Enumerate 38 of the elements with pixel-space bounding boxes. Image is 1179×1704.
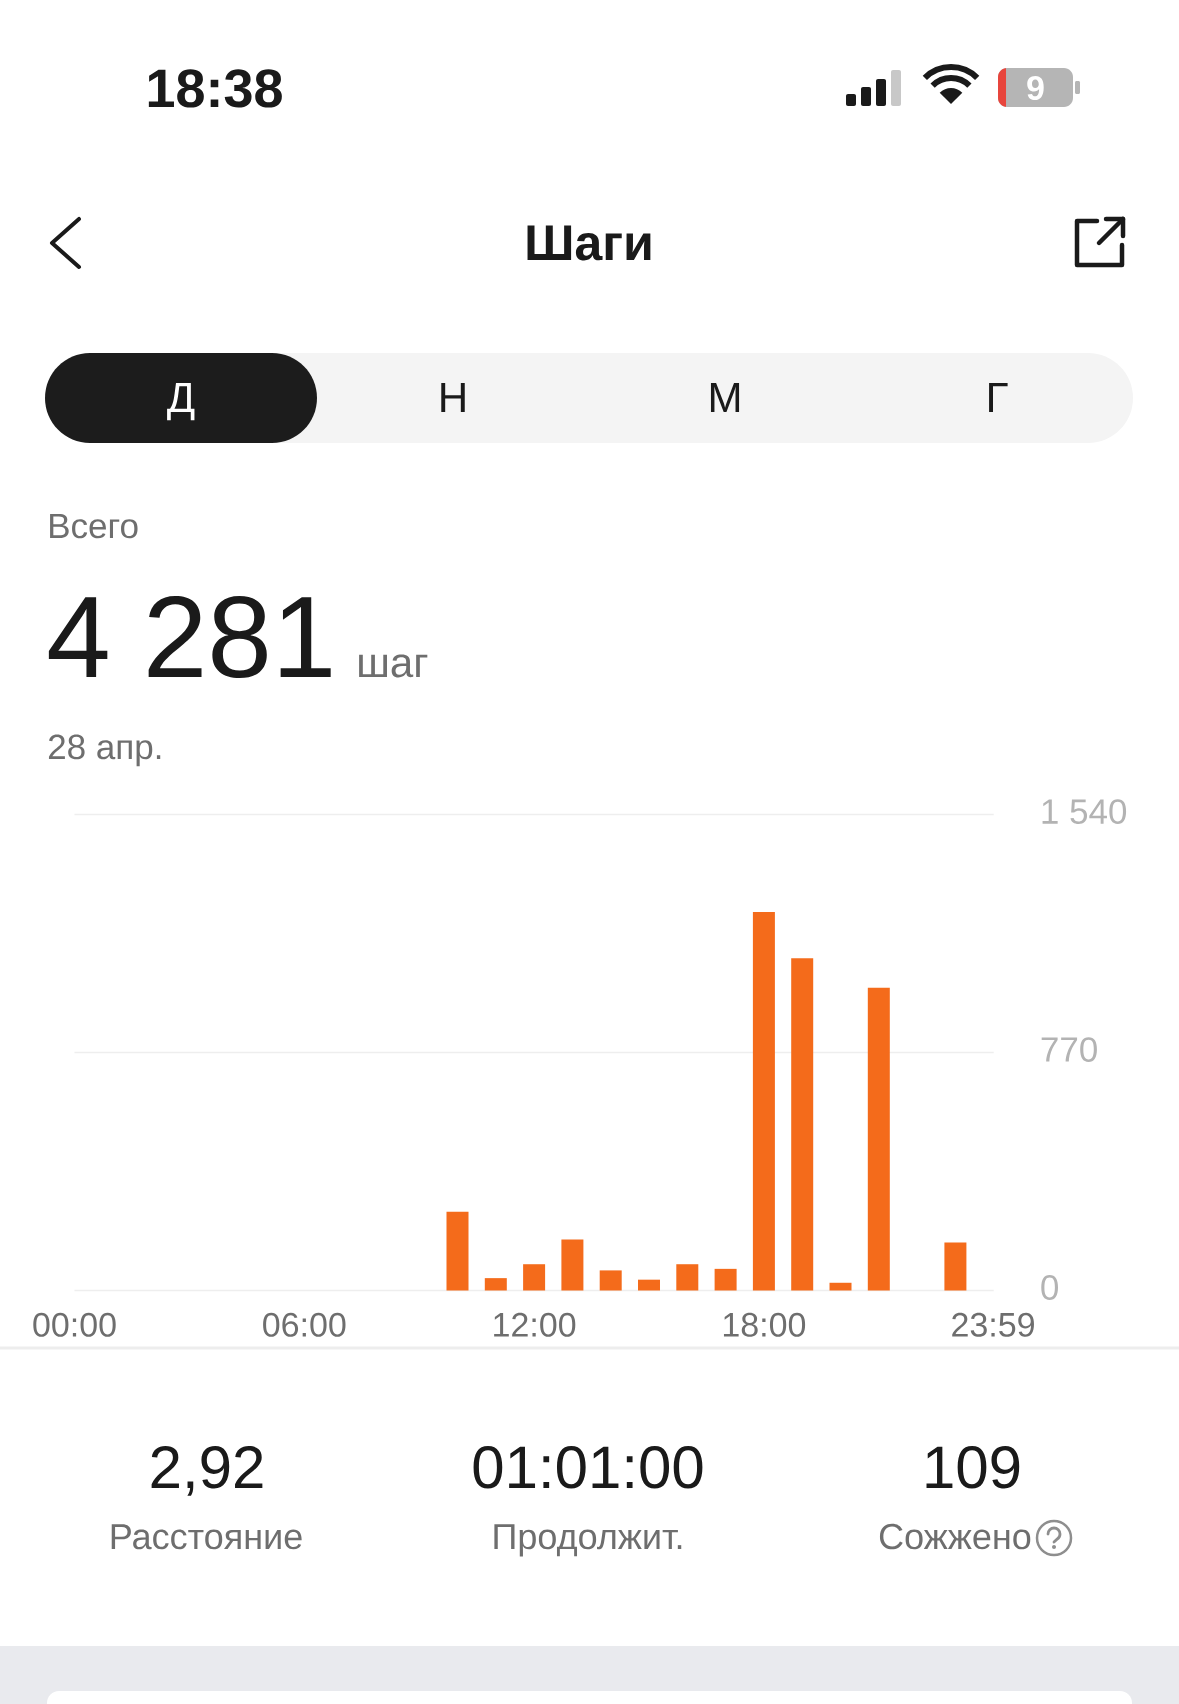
x-tick-label: 06:00 <box>263 1312 346 1337</box>
bar <box>944 1242 967 1291</box>
bar <box>638 1279 661 1291</box>
text: Продолжит. <box>494 1524 682 1557</box>
text: шаг <box>359 654 428 678</box>
bar <box>829 1282 852 1291</box>
text: Всего <box>50 513 138 539</box>
bar <box>714 1268 737 1291</box>
bar <box>523 1264 546 1291</box>
chart-title: Шаги <box>527 225 651 261</box>
bar <box>867 987 890 1291</box>
text: Расстояние <box>111 1524 302 1550</box>
x-tick-label: 00:00 <box>33 1312 116 1337</box>
bar <box>752 911 775 1291</box>
text: 18:38 <box>148 69 282 108</box>
text: 4 281 <box>48 596 331 679</box>
text: М <box>710 383 740 412</box>
x-tick-label: 18:00 <box>723 1312 806 1337</box>
y-tick-label: 770 <box>1041 1037 1097 1062</box>
text: 2,92 <box>151 1446 263 1496</box>
text: 28 апр. <box>48 734 161 767</box>
x-tick-label: 23:59 <box>952 1312 1034 1337</box>
bar <box>446 1211 469 1291</box>
text: Н <box>441 383 465 412</box>
bar <box>561 1239 584 1291</box>
bar <box>599 1270 622 1291</box>
text: Сожжено <box>879 1523 1031 1550</box>
x-tick-label: 12:00 <box>494 1312 576 1337</box>
y-tick-label: 0 <box>1041 1275 1058 1300</box>
bar <box>791 958 814 1291</box>
text: 109 <box>926 1446 1020 1489</box>
bar <box>676 1264 699 1291</box>
text: 01:01:00 <box>473 1446 703 1489</box>
y-tick-label: 1 540 <box>1042 799 1127 824</box>
text: Г <box>989 383 1008 412</box>
bar <box>484 1278 507 1291</box>
text: 9 <box>1027 75 1044 101</box>
text: Д <box>167 383 195 421</box>
